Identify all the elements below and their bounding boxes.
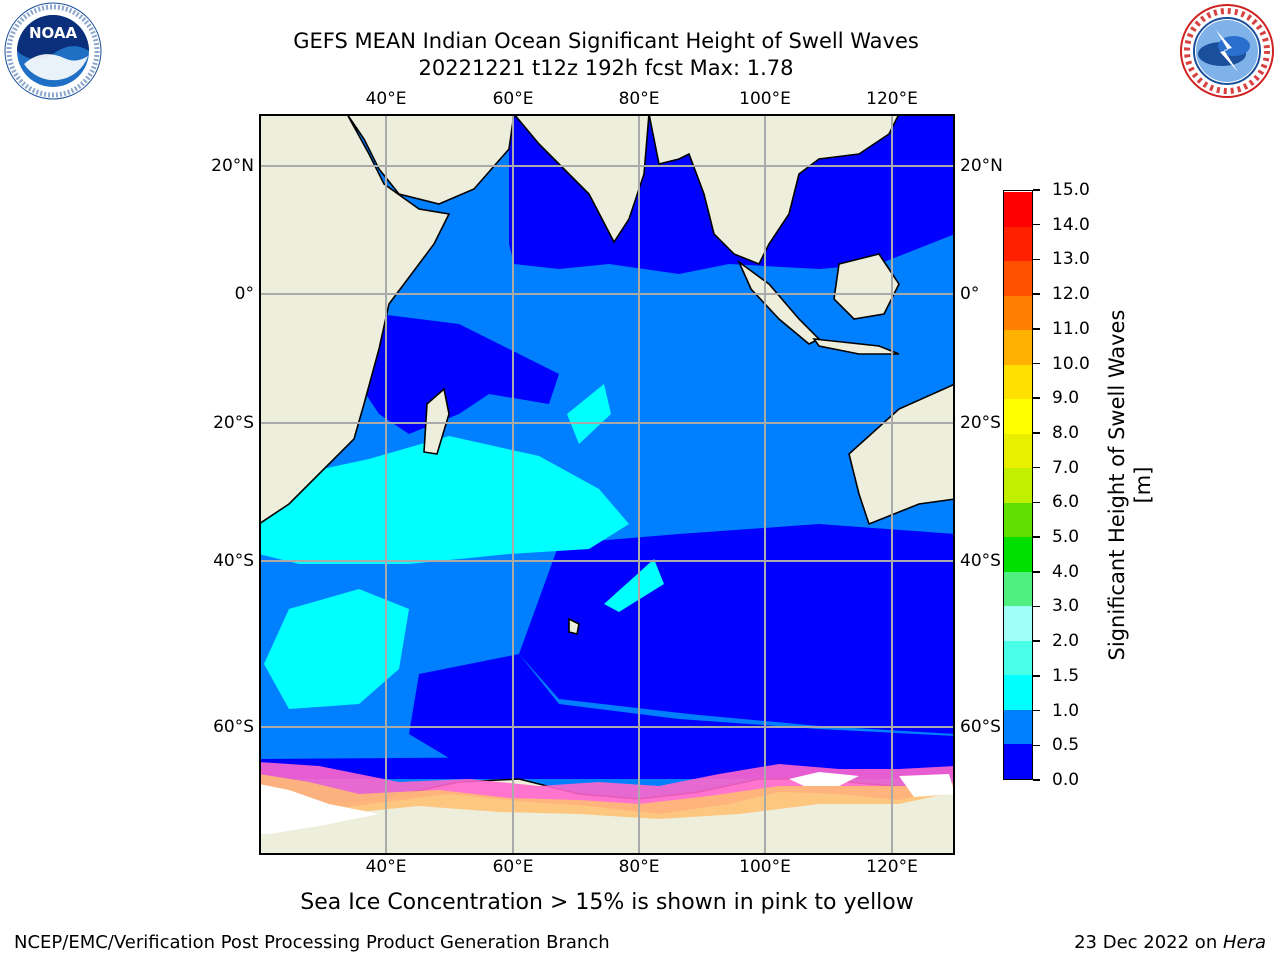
- nws-logo: [1180, 4, 1274, 98]
- colorbar: [1003, 190, 1033, 780]
- map-frame: [259, 114, 955, 855]
- colorbar-tick-label: 14.0: [1052, 214, 1090, 235]
- lat-label-left-20s: 20°S: [213, 413, 254, 433]
- colorbar-segment: [1004, 398, 1032, 434]
- colorbar-segment: [1004, 467, 1032, 503]
- footer-right: 23 Dec 2022 on Hera: [1074, 932, 1266, 953]
- colorbar-tick-label: 3.0: [1052, 596, 1080, 617]
- sea-ice-caption: Sea Ice Concentration > 15% is shown in …: [300, 890, 914, 915]
- colorbar-tick-mark: [1033, 223, 1040, 226]
- colorbar-segment: [1004, 571, 1032, 607]
- colorbar-tick-label: 2.0: [1052, 631, 1080, 652]
- colorbar-tick-mark: [1033, 258, 1040, 261]
- lat-label-left-0: 0°: [234, 284, 254, 304]
- footer-host: Hera: [1222, 932, 1266, 953]
- colorbar-tick-mark: [1033, 466, 1040, 469]
- lon-label-top-120e: 120°E: [866, 89, 918, 109]
- colorbar-tick-mark: [1033, 744, 1040, 747]
- lon-label-top-60e: 60°E: [492, 89, 534, 109]
- colorbar-tick-label: 7.0: [1052, 457, 1080, 478]
- colorbar-segment: [1004, 433, 1032, 469]
- colorbar-tick-label: 0.0: [1052, 770, 1080, 790]
- colorbar-segment: [1004, 709, 1032, 745]
- sea-ice-band: [259, 762, 955, 834]
- colorbar-tick-mark: [1033, 571, 1040, 573]
- colorbar-tick-mark: [1033, 501, 1040, 504]
- colorbar-segment: [1004, 364, 1032, 400]
- colorbar-tick-label: 8.0: [1052, 422, 1080, 443]
- colorbar-segment: [1004, 226, 1032, 262]
- colorbar-tick-label: 11.0: [1052, 318, 1090, 339]
- colorbar-segment: [1004, 502, 1032, 538]
- colorbar-tick-label: 1.5: [1052, 665, 1080, 686]
- lon-label-top-80e: 80°E: [618, 89, 660, 109]
- colorbar-tick-mark: [1033, 189, 1040, 191]
- swell-height-map: [259, 114, 955, 855]
- lon-label-bottom-120e: 120°E: [866, 857, 918, 877]
- colorbar-tick-mark: [1033, 605, 1040, 608]
- lat-label-left-60s: 60°S: [213, 717, 254, 737]
- colorbar-tick-mark: [1033, 536, 1040, 538]
- lat-label-left-20n: 20°N: [211, 156, 254, 176]
- colorbar-tick-label: 10.0: [1052, 353, 1090, 374]
- colorbar-tick-label: 13.0: [1052, 249, 1090, 270]
- noaa-logo-text: NOAA: [29, 24, 78, 42]
- gridlines: [259, 114, 955, 855]
- colorbar-tick-mark: [1033, 709, 1040, 712]
- lon-label-top-100e: 100°E: [739, 89, 791, 109]
- colorbar-tick-mark: [1033, 397, 1040, 399]
- colorbar-tick-label: 5.0: [1052, 527, 1080, 548]
- map-subtitle: 20221221 t12z 192h fcst Max: 1.78: [418, 56, 794, 80]
- colorbar-tick-mark: [1033, 362, 1040, 365]
- colorbar-tick-mark: [1033, 675, 1040, 677]
- lat-label-right-60s: 60°S: [960, 717, 1001, 737]
- lon-label-bottom-60e: 60°E: [492, 857, 534, 877]
- colorbar-tick-label: 1.0: [1052, 700, 1080, 721]
- lat-label-right-20n: 20°N: [960, 156, 1003, 176]
- colorbar-tick-mark: [1033, 432, 1040, 434]
- colorbar-segment: [1004, 674, 1032, 710]
- colorbar-tick-label: 12.0: [1052, 284, 1090, 305]
- colorbar-tick-mark: [1033, 293, 1040, 295]
- lat-label-right-0: 0°: [960, 284, 980, 304]
- colorbar-segment: [1004, 743, 1032, 779]
- lon-label-top-40e: 40°E: [365, 89, 407, 109]
- map-title: GEFS MEAN Indian Ocean Significant Heigh…: [293, 29, 919, 53]
- footer-left: NCEP/EMC/Verification Post Processing Pr…: [14, 932, 610, 953]
- colorbar-tick-mark: [1033, 779, 1040, 781]
- lon-label-bottom-40e: 40°E: [365, 857, 407, 877]
- colorbar-segment: [1004, 605, 1032, 641]
- colorbar-tick-label: 15.0: [1052, 180, 1090, 200]
- colorbar-tick-label: 9.0: [1052, 388, 1080, 409]
- colorbar-tick-mark: [1033, 328, 1040, 330]
- colorbar-segment: [1004, 329, 1032, 365]
- noaa-logo: NOAA: [4, 2, 102, 100]
- colorbar-segment: [1004, 260, 1032, 296]
- colorbar-segment: [1004, 536, 1032, 572]
- lat-label-right-20s: 20°S: [960, 413, 1001, 433]
- colorbar-segment: [1004, 640, 1032, 676]
- colorbar-segment: [1004, 295, 1032, 331]
- moderate-swell-regions: [259, 384, 664, 709]
- colorbar-tick-label: 0.5: [1052, 735, 1080, 756]
- colorbar-label: Significant Height of Swell Waves [m]: [1105, 309, 1155, 661]
- lat-label-right-40s: 40°S: [960, 551, 1001, 571]
- colorbar-tick-label: 6.0: [1052, 492, 1080, 513]
- lon-label-bottom-80e: 80°E: [618, 857, 660, 877]
- lon-label-bottom-100e: 100°E: [739, 857, 791, 877]
- colorbar-segment: [1004, 191, 1032, 227]
- colorbar-tick-mark: [1033, 640, 1040, 642]
- footer-date: 23 Dec 2022 on: [1074, 932, 1223, 953]
- lat-label-left-40s: 40°S: [213, 551, 254, 571]
- colorbar-tick-label: 4.0: [1052, 561, 1080, 582]
